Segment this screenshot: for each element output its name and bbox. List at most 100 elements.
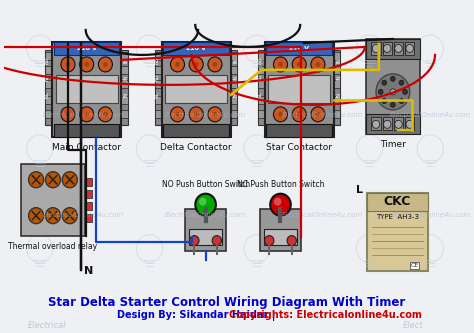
Text: NO: NO — [257, 74, 263, 81]
Bar — [85, 190, 92, 198]
Bar — [334, 80, 340, 88]
Circle shape — [103, 62, 108, 67]
Text: NC Push Button Switch: NC Push Button Switch — [237, 180, 324, 189]
Circle shape — [208, 57, 222, 72]
Bar — [54, 42, 119, 55]
Bar — [155, 52, 162, 60]
Text: CE: CE — [410, 263, 419, 268]
Circle shape — [273, 107, 288, 122]
Circle shape — [103, 112, 108, 117]
Text: 220 V: 220 V — [186, 46, 206, 51]
Circle shape — [195, 194, 216, 216]
Circle shape — [278, 62, 283, 67]
Circle shape — [46, 172, 61, 188]
Text: ElectricalOnline4u.com: ElectricalOnline4u.com — [165, 112, 246, 118]
Text: Design By: Sikandar Haidar |: Design By: Sikandar Haidar | — [117, 309, 278, 320]
Circle shape — [171, 57, 184, 72]
Text: IN: IN — [233, 92, 238, 97]
Text: NC: NC — [155, 91, 159, 98]
Text: IN: IN — [336, 92, 341, 97]
Bar — [85, 214, 92, 222]
Bar — [46, 96, 52, 104]
Circle shape — [213, 62, 217, 67]
Text: ElectricalOnline4u.com: ElectricalOnline4u.com — [282, 212, 363, 218]
Bar — [366, 39, 420, 59]
Bar — [46, 80, 52, 88]
Bar — [334, 50, 340, 125]
Text: TYPE  AH3-3: TYPE AH3-3 — [376, 214, 419, 220]
Bar — [121, 80, 128, 88]
Text: ElectricalOnline4u.com: ElectricalOnline4u.com — [165, 212, 246, 218]
Circle shape — [378, 89, 383, 94]
Circle shape — [395, 120, 402, 128]
Circle shape — [62, 208, 77, 224]
Circle shape — [311, 57, 325, 72]
Bar — [394, 42, 403, 55]
Bar — [266, 42, 332, 55]
Bar — [268, 75, 330, 103]
Circle shape — [62, 172, 77, 188]
Text: NO: NO — [45, 57, 50, 64]
Circle shape — [376, 74, 410, 110]
Circle shape — [372, 120, 380, 128]
Text: ElectricalOnline4u.com: ElectricalOnline4u.com — [390, 112, 471, 118]
Text: IN: IN — [336, 58, 341, 63]
Bar — [231, 96, 237, 104]
Bar — [121, 50, 128, 125]
Circle shape — [391, 76, 395, 81]
Text: Timer: Timer — [380, 140, 406, 149]
Circle shape — [278, 112, 283, 117]
Text: IN: IN — [233, 75, 238, 80]
Bar — [46, 66, 52, 74]
Circle shape — [199, 198, 207, 206]
Bar — [231, 52, 237, 60]
Text: NO: NO — [45, 74, 50, 81]
Text: L: L — [356, 185, 364, 195]
Text: ElectricalOnline4u.com: ElectricalOnline4u.com — [43, 112, 125, 118]
Bar — [54, 124, 119, 137]
Bar — [46, 52, 52, 60]
Circle shape — [292, 107, 306, 122]
Circle shape — [311, 107, 325, 122]
Circle shape — [194, 62, 199, 67]
Circle shape — [46, 208, 61, 224]
Circle shape — [61, 107, 75, 122]
Bar — [394, 117, 403, 130]
Bar — [155, 66, 162, 74]
Bar — [231, 66, 237, 74]
Circle shape — [80, 107, 94, 122]
Circle shape — [189, 57, 203, 72]
Text: IN: IN — [124, 75, 128, 80]
Circle shape — [399, 99, 404, 104]
Bar — [383, 42, 392, 55]
Circle shape — [194, 112, 199, 117]
Circle shape — [99, 57, 112, 72]
Text: 220 V: 220 V — [289, 46, 309, 51]
Bar — [334, 110, 340, 118]
Circle shape — [189, 107, 203, 122]
Circle shape — [390, 89, 396, 95]
Bar — [383, 117, 392, 130]
Bar — [258, 52, 264, 60]
Bar — [264, 42, 334, 137]
Circle shape — [406, 44, 413, 52]
Text: ElectricalOnline4u.com: ElectricalOnline4u.com — [43, 212, 125, 218]
Bar — [155, 96, 162, 104]
Circle shape — [270, 194, 291, 216]
Bar — [164, 42, 229, 55]
Circle shape — [65, 62, 70, 67]
Circle shape — [175, 62, 180, 67]
Bar — [46, 50, 52, 125]
Bar — [334, 66, 340, 74]
Bar — [121, 52, 128, 60]
Bar — [46, 110, 52, 118]
Circle shape — [316, 62, 320, 67]
Text: NO Push Button Switch: NO Push Button Switch — [162, 180, 250, 189]
Circle shape — [395, 44, 402, 52]
Bar — [121, 110, 128, 118]
Text: Elect: Elect — [403, 321, 424, 330]
Bar — [258, 96, 264, 104]
Bar — [258, 110, 264, 118]
Circle shape — [382, 99, 387, 104]
Circle shape — [264, 236, 274, 246]
